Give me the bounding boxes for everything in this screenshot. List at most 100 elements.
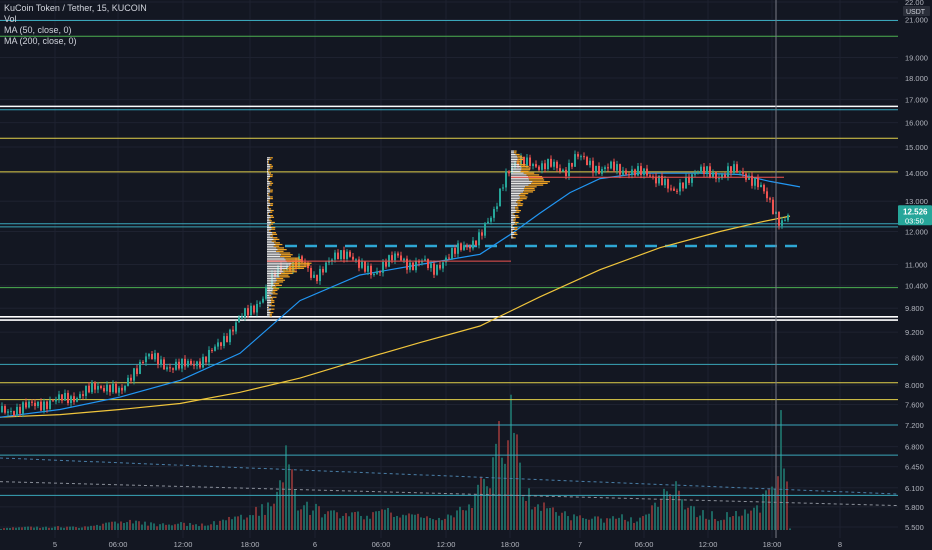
candle-body (454, 248, 456, 254)
candle-body (424, 259, 426, 261)
volume-profile-bar (267, 198, 271, 200)
volume-bar (519, 462, 521, 530)
volume-bar (363, 519, 365, 530)
volume-bar (312, 510, 314, 530)
volume-bar (276, 491, 278, 530)
candle-body (1, 406, 3, 413)
price-tick-label: 22.00 (905, 0, 924, 7)
volume-profile-bar (511, 165, 521, 167)
candle-body (535, 164, 537, 167)
volume-bar (147, 525, 149, 530)
volume-profile-bar (273, 245, 280, 247)
volume-bar (297, 510, 299, 530)
price-axis-background (898, 0, 932, 550)
countdown-label: 03:50 (905, 216, 924, 225)
volume-bar (447, 514, 449, 530)
volume-profile-bar (511, 215, 516, 217)
volume-bar (0, 528, 2, 530)
volume-bar (510, 394, 512, 530)
volume-profile-bar (271, 308, 275, 310)
ma50-indicator-label[interactable]: MA (50, close, 0) (4, 25, 72, 35)
time-tick-label: 18:00 (501, 540, 520, 549)
candle-body (373, 273, 375, 276)
candle-body (220, 342, 222, 346)
volume-profile-bar (269, 208, 272, 210)
candle-body (313, 274, 315, 278)
volume-bar (738, 516, 740, 530)
volume-profile-bar (514, 233, 518, 236)
volume-profile-bar (528, 184, 544, 186)
volume-bar (87, 526, 89, 530)
candle-body (40, 401, 42, 411)
candle-body (691, 174, 693, 183)
volume-profile-bar (269, 184, 272, 186)
horizontal-levels[interactable] (0, 20, 899, 507)
volume-profile-bar (511, 155, 518, 157)
ma200-indicator-label[interactable]: MA (200, close, 0) (4, 36, 77, 46)
price-axis[interactable]: 22.00 21.000 19.000 18.000 17.000 16.000 15.00… (898, 0, 932, 550)
candle-body (532, 164, 534, 166)
volume-profile-bar (267, 264, 291, 266)
volume-bar (129, 519, 131, 530)
volume-bar (372, 512, 374, 530)
candle-body (613, 161, 615, 171)
volume-bar (423, 517, 425, 530)
candle-body (13, 411, 15, 416)
volume-profile-bar (267, 203, 271, 205)
volume-bar (396, 515, 398, 530)
candle-body (406, 258, 408, 270)
candle-body (547, 158, 549, 170)
volume-bar (771, 486, 773, 530)
candle-body (724, 174, 726, 178)
volume-profile-bar (271, 232, 276, 234)
volume-profile-bar (271, 291, 276, 293)
volume-profile-bar (268, 213, 269, 215)
volume-profile-bar (517, 203, 524, 205)
volume-profile-bar (267, 303, 270, 305)
volume-profile-bar (511, 210, 517, 212)
vol-indicator-label[interactable]: Vol (4, 14, 17, 24)
volume-bar (660, 499, 662, 530)
volume-profile-bar (268, 201, 270, 203)
candle-body (64, 392, 66, 401)
volume-profile-bar (513, 152, 517, 154)
volume-bar (480, 476, 482, 530)
candle-body (655, 176, 657, 184)
volume-profile-bar (511, 187, 524, 190)
volume-bar (675, 481, 677, 530)
volume-bar (600, 518, 602, 530)
volume-profile-bar (526, 174, 540, 176)
volume-bar (300, 509, 302, 530)
time-axis[interactable]: 5 06:00 12:00 18:00 6 06:00 12:00 18:00 7 06:00 12… (0, 538, 932, 550)
candle-body (37, 401, 39, 407)
volume-bar (180, 522, 182, 530)
volume-profile-bar (267, 288, 274, 290)
time-tick-label: 5 (53, 540, 57, 549)
volume-bar (405, 515, 407, 530)
volume-profile-bar (511, 198, 520, 200)
candle-body (157, 353, 159, 365)
candle-body (502, 187, 504, 189)
symbol-title[interactable]: KuCoin Token / Tether, 15, KUCOIN (4, 3, 147, 13)
volume-bar (69, 526, 71, 530)
volume-profile-bar (270, 203, 274, 205)
volume-profile-bar (269, 158, 272, 161)
volume-profile-bar (280, 255, 291, 258)
price-tick-label: 13.000 (905, 197, 928, 206)
candle-body (325, 262, 327, 273)
volume-bar (759, 512, 761, 530)
volume-profile-bar (511, 172, 524, 174)
volume-bar (126, 522, 128, 530)
candle-body (352, 256, 354, 260)
volume-profile-bar (267, 228, 272, 230)
candle-body (541, 163, 543, 170)
candle-body (193, 364, 195, 366)
volume-profile-bar (523, 187, 535, 190)
volume-bar (66, 526, 68, 530)
volume-profile-bar (512, 225, 514, 227)
volume-profile-bar (519, 198, 527, 200)
volume-bar (279, 480, 281, 530)
volume-bar (243, 519, 245, 530)
candle-body (361, 261, 363, 268)
